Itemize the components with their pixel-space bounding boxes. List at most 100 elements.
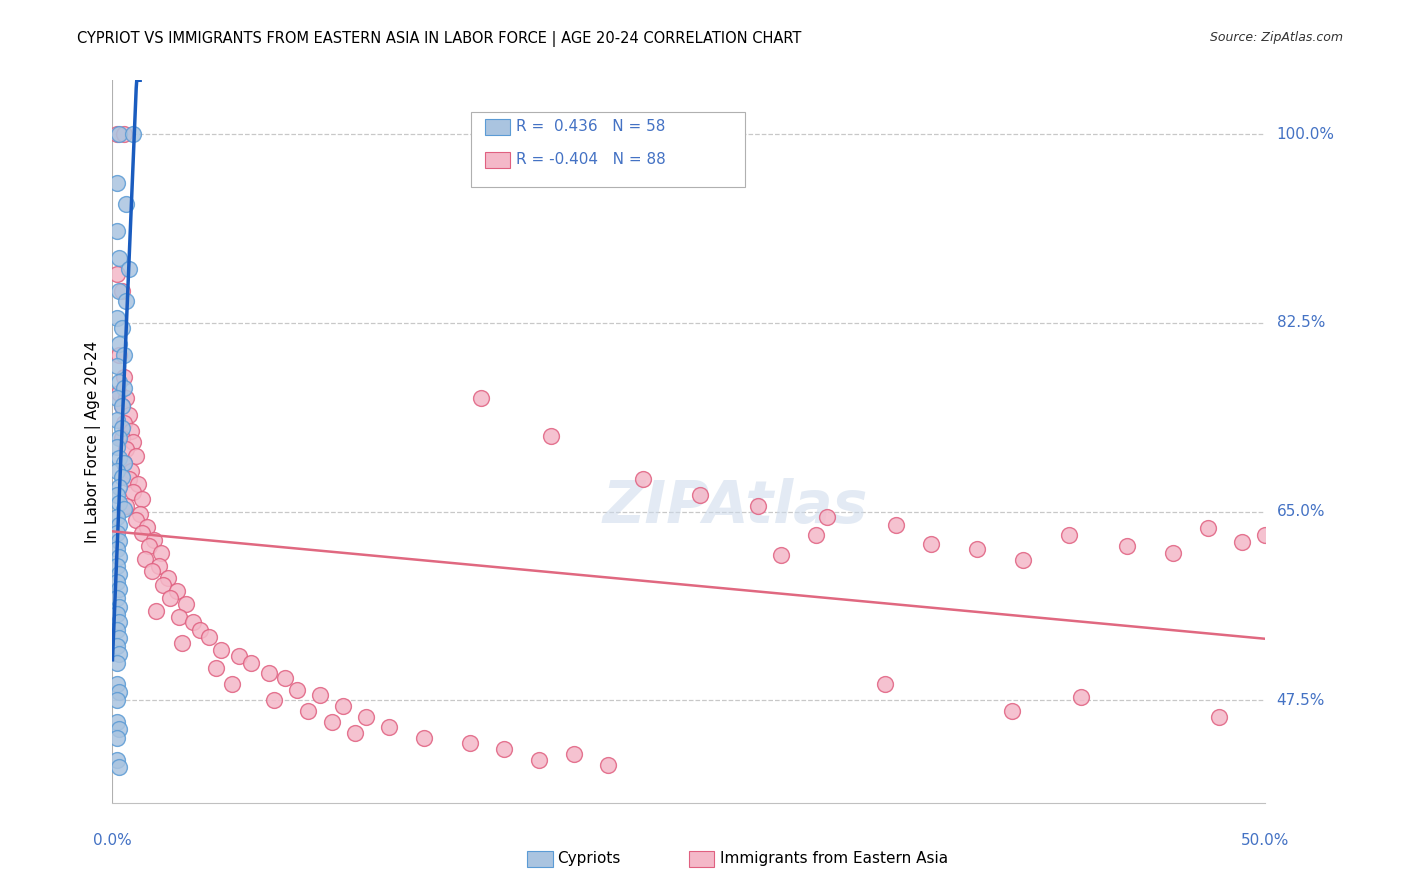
Point [815, 510, 838, 524]
Point [112, 369, 135, 384]
Point [188, 624, 211, 638]
Point [274, 671, 297, 685]
Point [149, 546, 172, 560]
Point [378, 720, 401, 734]
Point [1232, 534, 1254, 549]
Point [108, 684, 131, 698]
Point [105, 392, 128, 406]
Point [105, 268, 128, 282]
Point [115, 294, 138, 309]
Point [105, 591, 128, 605]
Text: Immigrants from Eastern Asia: Immigrants from Eastern Asia [720, 851, 948, 865]
Point [112, 127, 135, 141]
Point [321, 714, 343, 729]
Point [148, 558, 170, 573]
Point [108, 480, 131, 494]
Point [105, 176, 128, 190]
Point [122, 485, 145, 500]
Point [108, 549, 131, 564]
Point [239, 656, 262, 670]
Point [804, 528, 827, 542]
Point [112, 348, 135, 362]
Point [108, 496, 131, 510]
Point [108, 533, 131, 548]
Point [105, 542, 128, 557]
Point [631, 472, 654, 486]
Point [470, 392, 492, 406]
Point [105, 224, 128, 238]
Point [105, 731, 128, 745]
Point [105, 714, 128, 729]
Point [105, 574, 128, 589]
Point [152, 578, 174, 592]
Point [105, 677, 128, 691]
Point [343, 725, 366, 739]
Point [105, 310, 128, 325]
Point [1208, 709, 1230, 723]
Point [166, 584, 188, 599]
Point [127, 476, 149, 491]
Point [108, 348, 131, 362]
Point [120, 424, 142, 438]
Point [598, 758, 620, 772]
Point [108, 723, 131, 737]
Point [122, 434, 145, 449]
Point [108, 631, 131, 645]
Text: R =  0.436   N = 58: R = 0.436 N = 58 [516, 120, 665, 134]
Point [105, 526, 128, 541]
Point [108, 517, 131, 532]
Point [145, 604, 167, 618]
Point [169, 610, 191, 624]
Point [111, 399, 134, 413]
Point [105, 488, 128, 502]
Point [198, 630, 221, 644]
Point [105, 753, 128, 767]
Point [117, 262, 139, 277]
Text: 47.5%: 47.5% [1277, 693, 1324, 708]
Point [1070, 690, 1092, 705]
Point [108, 760, 131, 774]
Point [562, 747, 585, 762]
Point [131, 526, 153, 541]
Point [228, 649, 250, 664]
Point [129, 507, 152, 521]
Point [1116, 539, 1139, 553]
Point [131, 491, 153, 506]
Point [105, 464, 128, 478]
Point [111, 321, 134, 335]
Point [105, 558, 128, 573]
Text: 82.5%: 82.5% [1277, 316, 1324, 330]
Text: Cypriots: Cypriots [557, 851, 620, 865]
Point [141, 564, 163, 578]
Point [527, 753, 550, 767]
Point [120, 464, 142, 478]
Point [105, 359, 128, 373]
Point [108, 647, 131, 661]
Point [143, 533, 166, 547]
Point [108, 582, 131, 597]
Text: 65.0%: 65.0% [1277, 504, 1324, 519]
Point [105, 624, 128, 638]
Point [111, 284, 134, 298]
Point [297, 704, 319, 718]
Point [105, 656, 128, 670]
Point [124, 513, 146, 527]
Point [112, 416, 135, 430]
Point [115, 442, 138, 456]
Point [111, 399, 134, 413]
Point [181, 615, 204, 629]
Point [105, 640, 128, 654]
Point [105, 693, 128, 707]
Point [1197, 521, 1219, 535]
Point [1161, 546, 1184, 560]
Point [111, 420, 134, 434]
Point [108, 337, 131, 351]
Text: 100.0%: 100.0% [1277, 127, 1334, 142]
Point [108, 567, 131, 582]
Point [108, 431, 131, 445]
Point [105, 440, 128, 454]
Text: ZIPAtlas: ZIPAtlas [602, 478, 868, 534]
Point [263, 693, 285, 707]
Point [1254, 528, 1277, 542]
Y-axis label: In Labor Force | Age 20-24: In Labor Force | Age 20-24 [86, 341, 101, 542]
